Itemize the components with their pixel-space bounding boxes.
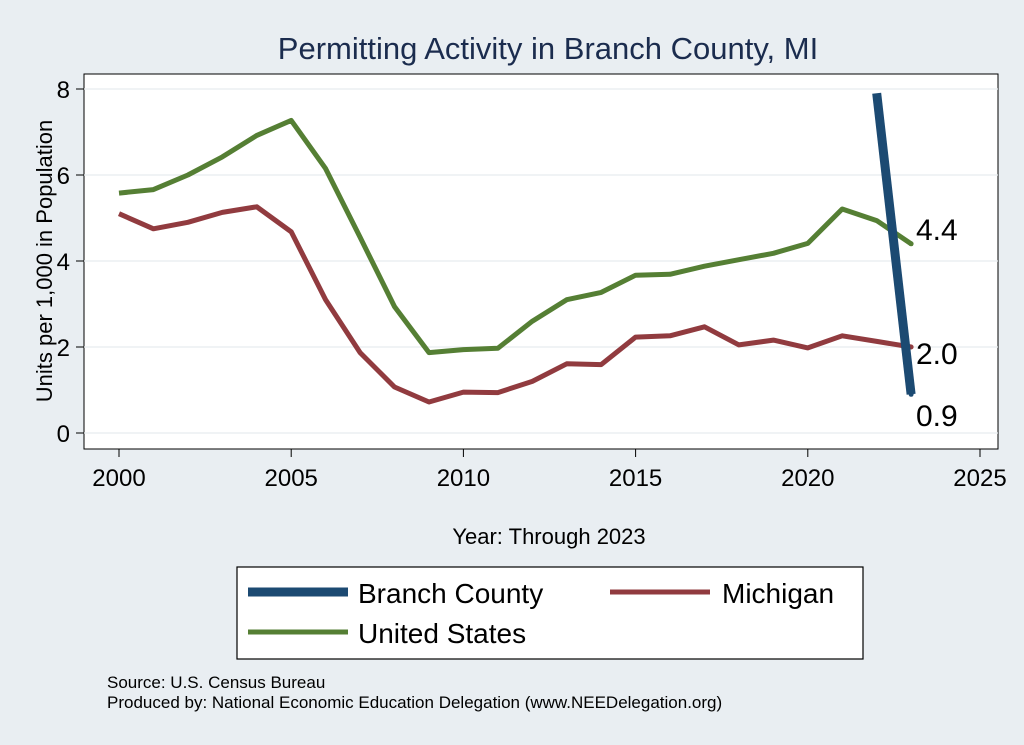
y-axis-ticks: 0 2 4 6 8 (57, 77, 84, 448)
series-line-branch-county (872, 92, 916, 395)
x-tick-label-2020: 2020 (781, 465, 834, 492)
y-axis-label: Units per 1,000 in Population (32, 120, 57, 403)
end-label-united-states: 4.4 (916, 214, 958, 247)
y-tick-label-0: 0 (57, 421, 70, 448)
chart-title: Permitting Activity in Branch County, MI (278, 31, 818, 66)
end-labels: 0.9 2.0 4.4 (916, 214, 958, 433)
produced-by-note: Produced by: National Economic Education… (107, 693, 722, 712)
x-axis-label: Year: Through 2023 (452, 524, 645, 549)
legend: Branch County Michigan United States (236, 566, 864, 660)
x-tick-label-2005: 2005 (265, 465, 318, 492)
series-layer (117, 92, 916, 405)
x-tick-label-2025: 2025 (953, 465, 1006, 492)
x-axis-ticks: 2000 2005 2010 2015 2020 2025 (92, 449, 1007, 492)
series-line-united-states (118, 117, 913, 356)
legend-label-michigan: Michigan (722, 578, 834, 609)
y-tick-label-4: 4 (57, 249, 70, 276)
x-tick-label-2000: 2000 (92, 465, 145, 492)
legend-box (236, 566, 864, 660)
series-end-point-united-states (908, 241, 914, 247)
series-line-michigan (117, 204, 912, 405)
series-end-point-branch-county (908, 391, 914, 397)
y-tick-label-6: 6 (57, 163, 70, 190)
y-tick-label-2: 2 (57, 335, 70, 362)
source-note: Source: U.S. Census Bureau (107, 673, 325, 692)
x-tick-label-2010: 2010 (437, 465, 490, 492)
legend-label-branch-county: Branch County (358, 578, 543, 609)
grid-lines (84, 88, 998, 434)
end-label-branch-county: 0.9 (916, 400, 958, 433)
legend-label-united-states: United States (358, 618, 526, 649)
y-tick-label-8: 8 (57, 77, 70, 104)
x-tick-label-2015: 2015 (609, 465, 662, 492)
end-label-michigan: 2.0 (916, 338, 958, 371)
